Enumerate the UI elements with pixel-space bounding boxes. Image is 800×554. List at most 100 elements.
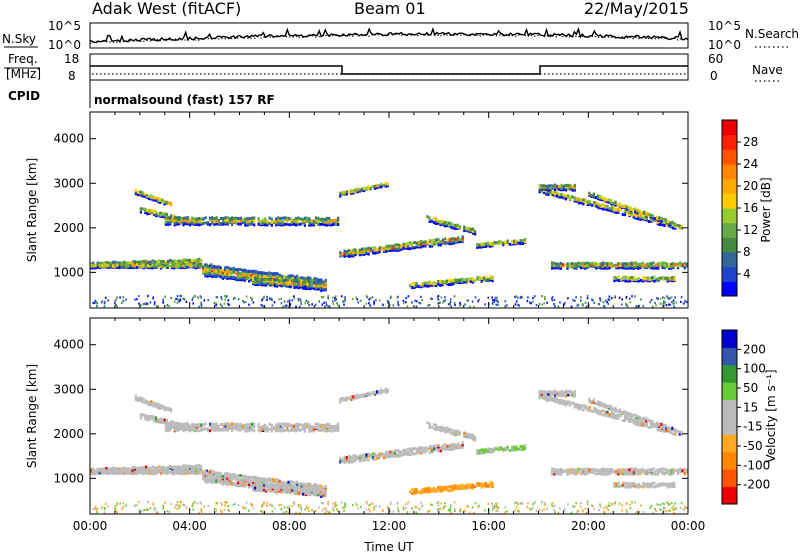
power-cell: [358, 253, 361, 257]
velocity-cell: [215, 428, 218, 432]
power-cell: [657, 276, 660, 280]
freq-tick-high: 18: [64, 52, 79, 66]
velocity-cell: [655, 484, 658, 487]
power-cell: [491, 279, 494, 283]
power-cell: [641, 216, 644, 220]
power-cell: [567, 183, 570, 187]
power-cell: [422, 283, 425, 287]
power-cell: [591, 298, 593, 301]
velocity-cell: [672, 432, 675, 436]
velocity-cell: [243, 477, 246, 481]
power-cell: [224, 268, 227, 272]
velocity-cell: [224, 478, 227, 482]
power-cell: [170, 264, 174, 268]
velocity-cell: [566, 468, 569, 472]
power-cell: [213, 265, 216, 268]
velocity-cell: [245, 479, 248, 483]
power-cell: [651, 214, 654, 218]
velocity-cell: [134, 394, 137, 398]
power-cell: [327, 305, 329, 308]
power-cell: [272, 220, 276, 224]
velocity-cell: [219, 474, 222, 478]
velocity-cell: [293, 481, 297, 485]
power-cell: [584, 198, 587, 202]
velocity-cell: [448, 448, 451, 452]
velocity-cell: [231, 428, 234, 431]
velocity-cell: [221, 474, 224, 478]
power-cell: [604, 204, 607, 208]
velocity-cell: [432, 423, 436, 427]
velocity-cell: [242, 424, 245, 428]
power-cell: [571, 188, 574, 192]
velocity-cell: [171, 465, 174, 469]
power-cell: [580, 198, 583, 202]
power-cell: [149, 260, 152, 264]
velocity-cell: [232, 474, 235, 478]
velocity-cell: [224, 424, 227, 428]
power-cell: [125, 261, 128, 265]
power-cell: [533, 295, 536, 298]
power-cell: [465, 279, 468, 283]
velocity-cell: [617, 481, 620, 485]
power-cell: [123, 260, 126, 264]
power-cell: [471, 229, 475, 233]
power-cell: [432, 217, 436, 221]
power-cell: [334, 295, 337, 298]
velocity-cell: [437, 449, 440, 453]
velocity-cell: [623, 419, 627, 423]
velocity-cell: [452, 429, 455, 433]
velocity-cell: [134, 466, 137, 470]
power-cell: [123, 262, 126, 266]
velocity-cell: [244, 423, 247, 427]
velocity-cell: [195, 427, 198, 430]
power-cell: [605, 198, 608, 202]
power-cell: [621, 298, 623, 301]
velocity-cell: [200, 425, 203, 429]
power-cell: [663, 297, 666, 300]
power-cell: [135, 265, 139, 269]
power-cell: [158, 262, 161, 266]
velocity-cell: [641, 420, 644, 424]
power-cell: [680, 226, 683, 230]
velocity-cell: [590, 470, 593, 474]
power-cell: [437, 241, 440, 245]
velocity-cell: [224, 422, 227, 426]
velocity-cell: [679, 470, 682, 474]
velocity-cell: [658, 429, 662, 432]
velocity-cell: [538, 390, 541, 393]
power-cell: [564, 194, 567, 198]
power-cell: [453, 301, 456, 305]
power-cell: [477, 300, 479, 303]
power-cell: [194, 263, 198, 267]
velocity-cell: [597, 412, 600, 416]
velocity-cell: [559, 472, 562, 476]
velocity-cell: [454, 429, 457, 433]
power-cell: [207, 299, 209, 302]
velocity-cell: [226, 479, 229, 483]
velocity-cell: [186, 469, 189, 473]
power-cell: [239, 216, 242, 220]
power-cell: [672, 226, 675, 230]
power-cell: [621, 303, 623, 306]
power-cell: [261, 304, 264, 307]
velocity-cell: [303, 424, 306, 428]
velocity-cell: [131, 469, 134, 473]
power-cell: [569, 183, 572, 187]
velocity-cell: [628, 468, 631, 472]
power-cell: [204, 263, 207, 267]
power-cell: [363, 189, 366, 193]
colorbar-tick-label: 28: [743, 135, 758, 149]
power-cell: [435, 284, 438, 288]
power-cell: [188, 261, 192, 265]
power-cell: [604, 262, 607, 265]
power-cell: [668, 303, 670, 306]
velocity-cell: [661, 467, 664, 471]
power-cell: [235, 220, 238, 224]
power-cell: [513, 239, 516, 243]
velocity-cell: [234, 482, 238, 486]
power-cell: [208, 216, 212, 220]
power-cell: [474, 232, 477, 236]
power-cell: [389, 249, 392, 252]
power-cell: [166, 261, 170, 265]
power-cell: [202, 267, 205, 271]
